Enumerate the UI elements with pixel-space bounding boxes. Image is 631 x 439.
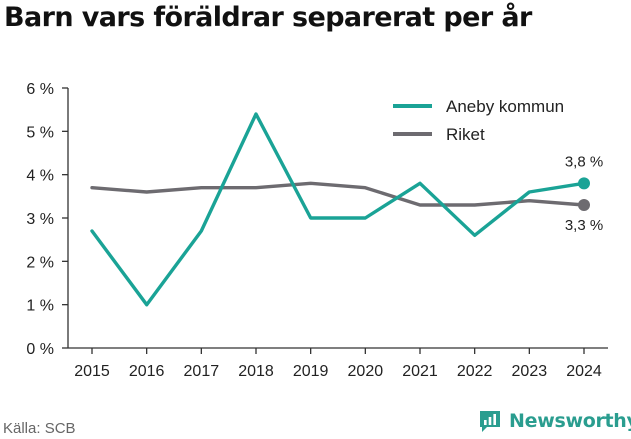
x-tick-label: 2022 bbox=[457, 363, 493, 380]
source-note: Källa: SCB bbox=[3, 420, 76, 437]
x-tick-label: 2020 bbox=[348, 363, 384, 380]
x-tick-label: 2023 bbox=[512, 363, 548, 380]
y-tick-label: 4 % bbox=[26, 168, 54, 185]
x-tick-label: 2019 bbox=[293, 363, 329, 380]
series-line-aneby bbox=[90, 112, 586, 307]
legend-label-aneby: Aneby kommun bbox=[446, 97, 564, 116]
end-value-label-aneby: 3,8 % bbox=[565, 153, 603, 170]
series-lines bbox=[90, 112, 586, 307]
chart-title: Barn vars föräldrar separerat per år bbox=[4, 2, 532, 33]
x-tick-label: 2016 bbox=[129, 363, 165, 380]
brand-name: Newsworthy bbox=[509, 410, 631, 432]
x-tick-label: 2017 bbox=[184, 363, 220, 380]
y-axis: 0 % 1 % 2 % 3 % 4 % 5 % 6 % bbox=[26, 81, 69, 358]
y-tick-label: 6 % bbox=[26, 81, 54, 98]
legend: Aneby kommun Riket bbox=[393, 97, 564, 144]
series-line-riket bbox=[90, 181, 586, 207]
end-value-label-riket: 3,3 % bbox=[565, 217, 603, 234]
end-point-riket bbox=[578, 199, 590, 211]
x-tick-label: 2015 bbox=[74, 363, 110, 380]
x-axis: 2015 2016 2017 2018 2019 2020 2021 2022 2023 2024 bbox=[68, 347, 608, 380]
end-markers: 3,8 % 3,3 % bbox=[565, 153, 603, 234]
end-point-aneby bbox=[578, 177, 590, 190]
newsworthy-logo-icon bbox=[480, 411, 500, 432]
y-tick-label: 1 % bbox=[26, 298, 54, 315]
legend-label-riket: Riket bbox=[446, 125, 485, 144]
x-tick-label: 2024 bbox=[566, 363, 602, 380]
y-tick-label: 5 % bbox=[26, 124, 54, 141]
brand-logo[interactable]: Newsworthy bbox=[477, 408, 631, 434]
y-tick-label: 3 % bbox=[26, 211, 54, 228]
y-tick-label: 2 % bbox=[26, 254, 54, 271]
y-tick-label: 0 % bbox=[26, 341, 54, 358]
x-tick-label: 2021 bbox=[402, 363, 438, 380]
x-tick-label: 2018 bbox=[238, 363, 274, 380]
